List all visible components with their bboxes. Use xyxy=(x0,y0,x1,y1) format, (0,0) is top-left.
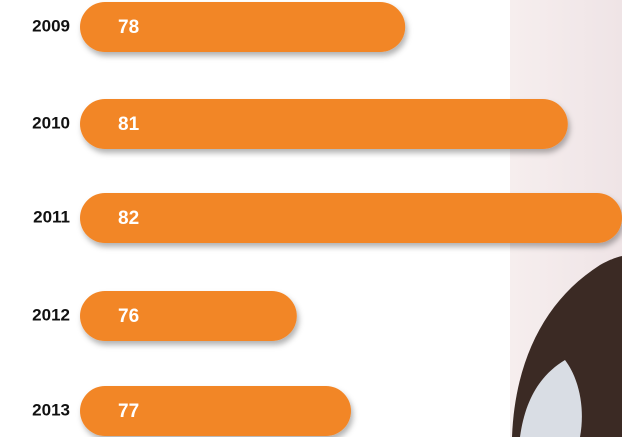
bar xyxy=(80,99,568,149)
category-label: 2012 xyxy=(32,305,70,324)
bar xyxy=(80,291,297,341)
bar xyxy=(80,193,622,243)
value-label: 82 xyxy=(118,208,139,229)
category-label: 2010 xyxy=(32,113,70,132)
category-label: 2009 xyxy=(32,16,70,35)
bar xyxy=(80,386,351,436)
value-label: 78 xyxy=(118,17,139,38)
bar xyxy=(80,2,406,52)
category-label: 2011 xyxy=(33,207,70,226)
photo-shirt xyxy=(520,360,582,437)
value-label: 76 xyxy=(118,306,139,327)
value-label: 77 xyxy=(118,401,139,422)
category-label: 2013 xyxy=(32,400,70,419)
value-label: 81 xyxy=(118,114,140,135)
